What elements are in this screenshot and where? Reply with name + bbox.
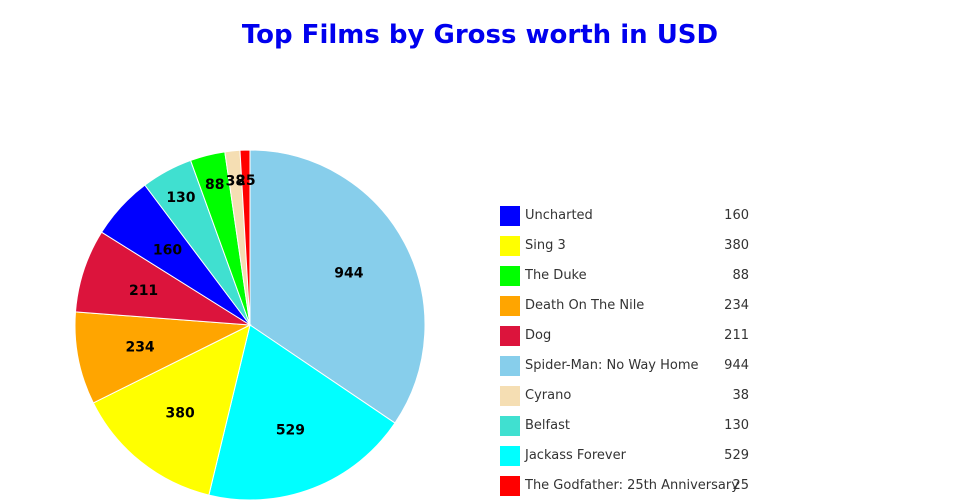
- chart-title: Top Films by Gross worth in USD: [241, 20, 719, 50]
- legend-label: Sing 3: [525, 238, 566, 253]
- slice-value-label: 234: [125, 340, 154, 356]
- legend-swatch: [500, 236, 520, 256]
- legend-label: Uncharted: [525, 208, 593, 223]
- legend-swatch: [500, 206, 520, 226]
- slice-value-label: 529: [276, 422, 305, 438]
- legend-label: Cyrano: [525, 388, 572, 403]
- legend-value: 944: [724, 358, 749, 373]
- legend-value: 88: [732, 268, 749, 283]
- legend-label: Death On The Nile: [525, 298, 645, 313]
- legend-value: 380: [724, 238, 749, 253]
- slice-value-label: 88: [205, 177, 224, 193]
- slice-value-label: 38: [226, 173, 245, 189]
- legend-item[interactable]: Cyrano 38: [500, 381, 760, 411]
- legend-label: Belfast: [525, 418, 570, 433]
- legend-item[interactable]: Uncharted 160: [500, 201, 760, 231]
- slice-value-label: 160: [153, 242, 182, 258]
- legend-swatch: [500, 416, 520, 436]
- legend-item[interactable]: Death On The Nile 234: [500, 291, 760, 321]
- legend: Uncharted 160 Sing 3 380 The Duke 88 Death On …: [500, 201, 760, 501]
- legend-item[interactable]: The Godfather: 25th Anniversary 25: [500, 471, 760, 501]
- legend-value: 160: [724, 208, 749, 223]
- legend-value: 211: [724, 328, 749, 343]
- legend-swatch: [500, 386, 520, 406]
- legend-swatch: [500, 296, 520, 316]
- slice-value-label: 130: [166, 190, 195, 206]
- legend-label: Jackass Forever: [525, 448, 626, 463]
- slice-value-label: 211: [129, 283, 158, 299]
- legend-value: 25: [732, 478, 749, 493]
- legend-swatch: [500, 356, 520, 376]
- legend-label: The Godfather: 25th Anniversary: [525, 478, 739, 493]
- legend-value: 130: [724, 418, 749, 433]
- legend-label: Dog: [525, 328, 552, 343]
- legend-value: 529: [724, 448, 749, 463]
- slice-value-label: 944: [334, 265, 363, 281]
- legend-item[interactable]: Dog 211: [500, 321, 760, 351]
- legend-swatch: [500, 446, 520, 466]
- slice-value-label: 380: [166, 406, 195, 422]
- legend-item[interactable]: Sing 3 380: [500, 231, 760, 261]
- legend-item[interactable]: The Duke 88: [500, 261, 760, 291]
- legend-swatch: [500, 476, 520, 496]
- legend-swatch: [500, 326, 520, 346]
- legend-item[interactable]: Belfast 130: [500, 411, 760, 441]
- slice-value-label: 25: [236, 173, 255, 189]
- legend-swatch: [500, 266, 520, 286]
- legend-value: 234: [724, 298, 749, 313]
- pie-slices: [74, 149, 426, 500]
- legend-label: Spider-Man: No Way Home: [525, 358, 699, 373]
- legend-label: The Duke: [525, 268, 587, 283]
- legend-item[interactable]: Jackass Forever 529: [500, 441, 760, 471]
- pie-slice-spider-man-no-way-home[interactable]: [249, 149, 426, 424]
- legend-value: 38: [732, 388, 749, 403]
- pie-slice-the-godfather-25th-anniversary[interactable]: [239, 149, 251, 326]
- pie-slice-sing-3[interactable]: [92, 324, 251, 496]
- pie-slice-death-on-the-nile[interactable]: [74, 311, 252, 404]
- legend-item[interactable]: Spider-Man: No Way Home 944: [500, 351, 760, 381]
- pie-slice-jackass-forever[interactable]: [208, 324, 396, 500]
